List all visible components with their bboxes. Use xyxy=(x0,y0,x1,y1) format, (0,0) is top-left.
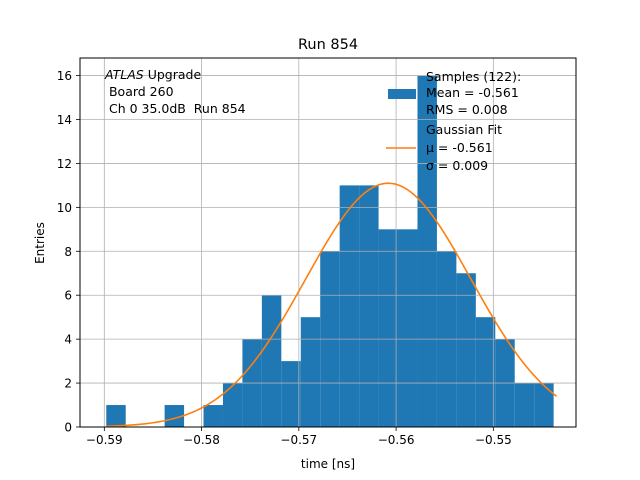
histogram-bar xyxy=(222,383,243,427)
chart-title: Run 854 xyxy=(298,37,358,53)
annotation-line-3: Ch 0 35.0dB Run 854 xyxy=(105,101,246,116)
histogram-bar xyxy=(281,361,301,427)
x-tick-label: −0.59 xyxy=(86,433,123,447)
histogram-bar xyxy=(106,405,126,427)
x-tick-label: −0.56 xyxy=(378,433,415,447)
histogram-bar xyxy=(378,229,399,427)
legend-rms: RMS = 0.008 xyxy=(426,102,508,117)
x-tick-label: −0.58 xyxy=(183,433,220,447)
y-tick-label: 2 xyxy=(64,377,72,391)
x-tick-label: −0.57 xyxy=(280,433,317,447)
legend-fit-title: Gaussian Fit xyxy=(426,122,502,137)
histogram-bar xyxy=(514,383,535,427)
histogram-bar xyxy=(475,317,496,427)
y-tick-label: 16 xyxy=(57,69,72,83)
axes-frame xyxy=(79,57,577,428)
y-axis-ticks: 0 2 4 6 8 10 12 14 16 xyxy=(57,69,80,435)
x-axis-label: time [ns] xyxy=(301,457,355,471)
annotation-line-1: ATLAS Upgrade xyxy=(104,67,201,82)
y-axis-label: Entries xyxy=(33,222,47,264)
histogram-bar xyxy=(456,273,476,427)
y-tick-label: 0 xyxy=(64,421,72,435)
y-tick-label: 14 xyxy=(57,113,72,127)
histogram-bar xyxy=(534,383,554,427)
y-tick-label: 12 xyxy=(57,157,72,171)
legend-histogram-swatch xyxy=(388,89,416,99)
atlas-annotation: ATLAS Upgrade Board 260 Ch 0 35.0dB Run … xyxy=(104,67,246,116)
histogram-bar xyxy=(339,185,360,427)
legend-fit-mu: μ = -0.561 xyxy=(426,140,493,155)
legend-samples: Samples (122): xyxy=(426,69,521,84)
y-tick-label: 8 xyxy=(64,245,72,259)
histogram-bar xyxy=(359,185,379,427)
y-tick-label: 10 xyxy=(57,201,72,215)
histogram-bar xyxy=(261,295,282,427)
x-tick-label: −0.55 xyxy=(475,433,512,447)
legend: Samples (122): Mean = -0.561 RMS = 0.008… xyxy=(386,69,521,173)
histogram-bar xyxy=(300,317,321,427)
annotation-upgrade: Upgrade xyxy=(144,67,202,82)
y-tick-label: 4 xyxy=(64,333,72,347)
histogram-bar xyxy=(203,405,223,427)
gaussian-fit-curve xyxy=(106,182,558,428)
y-tick-label: 6 xyxy=(64,289,72,303)
legend-mean: Mean = -0.561 xyxy=(426,85,519,100)
histogram-bar xyxy=(164,405,185,427)
x-axis-ticks: −0.59 −0.58 −0.57 −0.56 −0.55 xyxy=(86,427,512,447)
annotation-line-2: Board 260 xyxy=(105,84,174,99)
legend-fit-sigma: σ = 0.009 xyxy=(426,158,488,173)
histogram-bar xyxy=(398,229,418,427)
atlas-italic: ATLAS xyxy=(104,67,144,82)
